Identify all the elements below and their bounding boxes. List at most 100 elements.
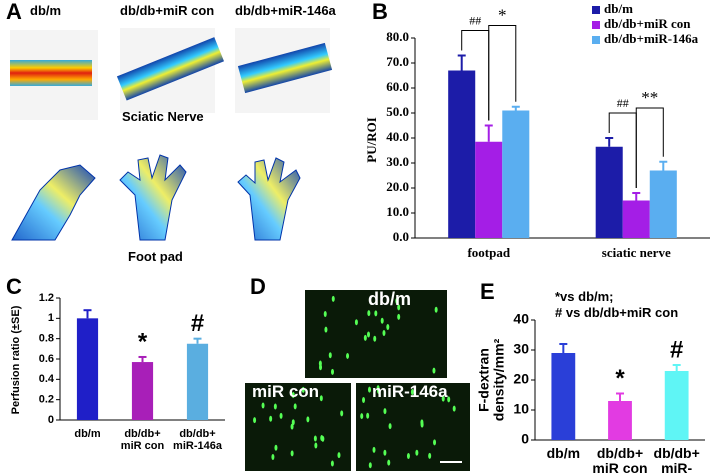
significance-label: ** [641, 88, 658, 107]
vessel-dot [363, 334, 367, 341]
bar [649, 170, 677, 238]
vessel-dot [368, 462, 372, 469]
vessel-dot [380, 317, 384, 324]
vessel-dot [362, 397, 366, 404]
panel-label: D [250, 274, 266, 299]
vessel-dot [382, 330, 386, 337]
y-axis-label: F-dextran density/mm² [475, 338, 507, 422]
y-tick-label: 30.0 [386, 154, 409, 169]
significance-marker: * [138, 328, 148, 355]
significance-marker: # [670, 336, 683, 363]
vessel-dot [397, 313, 401, 320]
vessel-dot [367, 310, 371, 317]
y-tick-label: 20 [513, 371, 529, 387]
vessel-dot [314, 442, 318, 449]
significance-marker: * [615, 365, 625, 392]
vessel-dot [434, 306, 438, 313]
vessel-dot [273, 403, 277, 410]
bar [551, 353, 576, 440]
significance-label: ## [469, 13, 481, 27]
vessel-dot [319, 364, 323, 371]
vessel-dot [337, 452, 341, 459]
vessel-dot [323, 311, 327, 318]
y-tick-label: 0.6 [39, 353, 54, 365]
x-tick-label: sciatic nerve [601, 245, 671, 260]
vessel-dot [452, 405, 456, 412]
vessel-dot [366, 412, 370, 419]
footprint [11, 164, 96, 241]
significance-label: ## [617, 96, 629, 110]
footprint [119, 154, 187, 241]
column-label: db/db+miR con [120, 3, 215, 18]
vessel-dot [328, 352, 332, 359]
micrograph [245, 383, 351, 471]
heatmap [116, 37, 225, 101]
vessel-dot [376, 385, 380, 392]
y-tick-label: 0.0 [393, 229, 409, 244]
x-tick-label: db/db+ miR con [592, 445, 648, 473]
y-tick-label: 70.0 [386, 54, 409, 69]
vessel-dot [290, 423, 294, 430]
bar [502, 110, 530, 238]
note: *vs db/m; [555, 289, 614, 304]
vessel-dot [441, 395, 445, 402]
vessel-dot [374, 310, 378, 317]
y-tick-label: 20.0 [386, 179, 409, 194]
vessel-dot [388, 423, 392, 430]
panel-label: A [6, 0, 22, 24]
bar [131, 362, 154, 420]
vessel-dot [346, 352, 350, 359]
y-tick-label: 10 [513, 401, 529, 417]
panel-label: B [372, 0, 388, 24]
row-label: Foot pad [128, 249, 183, 264]
y-tick-label: 1 [48, 312, 54, 324]
row-label: Sciatic Nerve [122, 109, 204, 124]
y-axis-label: Perfusion ratio (±SE) [9, 305, 22, 415]
vessel-dot [291, 392, 295, 399]
bar [608, 401, 632, 440]
vessel-dot [331, 295, 335, 302]
y-tick-label: 40 [513, 311, 529, 327]
y-tick-label: 40.0 [386, 129, 409, 144]
vessel-dot [330, 368, 334, 375]
y-tick-label: 0 [48, 414, 54, 426]
x-tick-label: db/m [546, 445, 581, 461]
y-tick-label: 60.0 [386, 79, 409, 94]
panel-label: C [6, 274, 22, 299]
x-tick-label: footpad [467, 245, 511, 260]
vessel-dot [324, 326, 328, 333]
vessel-dot [290, 450, 294, 457]
bar [595, 146, 623, 238]
vessel-dot [415, 449, 419, 456]
vessel-dot [383, 449, 387, 456]
micrograph [356, 383, 470, 471]
y-tick-label: 10.0 [386, 204, 409, 219]
vessel-dot [340, 410, 344, 417]
vessel-dot [293, 403, 297, 410]
vessel-dot [261, 402, 265, 409]
y-tick-label: 80.0 [386, 29, 409, 44]
significance-label: * [498, 5, 507, 24]
vessel-dot [271, 453, 275, 460]
significance-bracket [635, 107, 664, 188]
vessel-dots [253, 295, 456, 469]
y-tick-label: 0.8 [39, 333, 54, 345]
vessel-dot [432, 367, 436, 374]
y-tick-label: 0.4 [39, 373, 55, 385]
x-tick-label: db/db+ miR-146a [173, 428, 222, 453]
vessel-dot [253, 417, 257, 424]
significance-marker: # [191, 310, 204, 337]
vessel-dot [313, 435, 317, 442]
y-tick-label: 30 [513, 341, 529, 357]
vessel-dot [306, 416, 310, 423]
vessel-dot [406, 453, 410, 460]
vessel-dot [386, 324, 390, 331]
vessel-dot [367, 331, 371, 338]
vessel-dot [397, 304, 401, 311]
vessel-dot [383, 408, 387, 415]
image-label: miR con [252, 382, 320, 401]
y-tick-label: 0.2 [39, 394, 54, 406]
y-tick-label: 50.0 [386, 104, 409, 119]
heatmap [10, 60, 92, 86]
